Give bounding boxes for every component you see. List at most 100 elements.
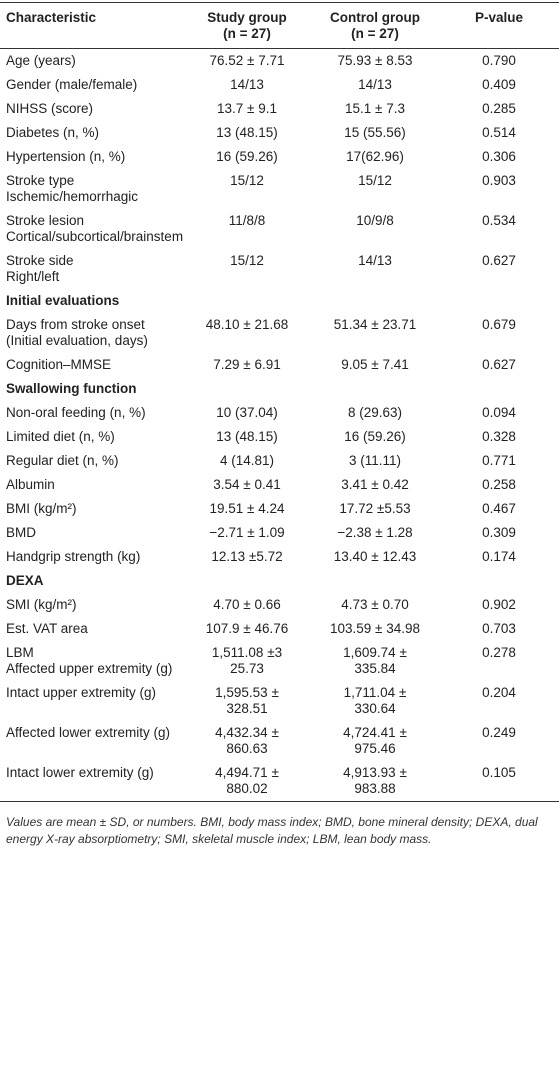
cell: 4,494.71 ± 880.02 <box>215 765 279 796</box>
cell: 15.1 ± 7.3 <box>345 101 405 116</box>
row-label: Cognition–MMSE <box>6 357 112 372</box>
cell: 16 (59.26) <box>216 149 278 164</box>
cell: 48.10 ± 21.68 <box>205 317 289 332</box>
row-label: Non-oral feeding (n, %) <box>6 405 146 420</box>
header-cell: Characteristic <box>0 3 183 49</box>
cell: 4,432.34 ± 860.63 <box>215 725 279 756</box>
header-n: (n = 27) <box>223 26 271 41</box>
header-text: Study group <box>207 10 287 25</box>
cell: 14/13 <box>358 77 392 92</box>
cell: 51.34 ± 23.71 <box>333 317 417 332</box>
section-row: Swallowing function <box>0 377 559 401</box>
cell: 1,511.08 ±3 25.73 <box>211 645 283 676</box>
table-header: Characteristic Study group (n = 27) Contr… <box>0 2 559 49</box>
cell: 103.59 ± 34.98 <box>330 621 420 636</box>
cell: 75.93 ± 8.53 <box>337 53 413 68</box>
row-label: Est. VAT area <box>6 621 88 636</box>
data-row: Stroke side Right/left 15/12 14/13 0.627 <box>0 249 559 289</box>
cell: 0.258 <box>482 477 516 492</box>
section-title: Initial evaluations <box>6 293 120 308</box>
cell: 3 (11.11) <box>348 453 402 468</box>
cell: 0.627 <box>482 253 516 268</box>
data-row: Non-oral feeding (n, %) 10 (37.04) 8 (29.6… <box>0 401 559 425</box>
row-label: Handgrip strength (kg) <box>6 549 141 564</box>
cell: 3.54 ± 0.41 <box>213 477 281 492</box>
data-row: Limited diet (n, %) 13 (48.15) 16 (59.26) 0… <box>0 425 559 449</box>
cell: 0.627 <box>482 357 516 372</box>
row-label: Diabetes (n, %) <box>6 125 100 140</box>
cell: 4.73 ± 0.70 <box>341 597 409 612</box>
row-label: Limited diet (n, %) <box>6 429 115 444</box>
cell: 0.514 <box>482 125 516 140</box>
section-title: DEXA <box>6 573 44 588</box>
cell: 19.51 ± 4.24 <box>209 501 285 516</box>
cell: 0.328 <box>482 429 516 444</box>
row-label: BMI (kg/m²) <box>6 501 77 516</box>
row-label: Intact upper extremity (g) <box>6 685 157 700</box>
cell: 17(62.96) <box>346 149 404 164</box>
header-text: Control group <box>330 10 420 25</box>
data-row: Cognition–MMSE 7.29 ± 6.91 9.05 ± 7.41 0.62… <box>0 353 559 377</box>
cell: 0.204 <box>482 685 516 700</box>
data-row: Days from stroke onset (Initial evaluati… <box>0 313 559 353</box>
cell: −2.38 ± 1.28 <box>337 525 413 540</box>
cell: −2.71 ± 1.09 <box>209 525 285 540</box>
cell: 1,609.74 ± 335.84 <box>343 645 407 676</box>
row-label: NIHSS (score) <box>6 101 94 116</box>
row-label: Regular diet (n, %) <box>6 453 119 468</box>
data-row: Intact upper extremity (g) 1,595.53 ± 328… <box>0 681 559 721</box>
row-label: Stroke type Ischemic/hemorrhagic <box>6 173 139 204</box>
cell: 0.105 <box>482 765 516 780</box>
data-row: Albumin 3.54 ± 0.41 3.41 ± 0.42 0.258 <box>0 473 559 497</box>
cell: 76.52 ± 7.71 <box>209 53 285 68</box>
header-row: Characteristic Study group (n = 27) Contr… <box>0 2 559 49</box>
data-row: Regular diet (n, %) 4 (14.81) 3 (11.11) 0.7… <box>0 449 559 473</box>
cell: 13 (48.15) <box>216 125 278 140</box>
data-row: Stroke lesion Cortical/subcortical/brain… <box>0 209 559 249</box>
cell: 9.05 ± 7.41 <box>341 357 409 372</box>
data-row: Diabetes (n, %) 13 (48.15) 15 (55.56) 0.514 <box>0 121 559 145</box>
cell: 0.902 <box>482 597 516 612</box>
header-text: P-value <box>474 10 524 25</box>
cell: 0.703 <box>482 621 516 636</box>
data-row: SMI (kg/m²) 4.70 ± 0.66 4.73 ± 0.70 0.902 <box>0 593 559 617</box>
row-label: Albumin <box>6 477 55 492</box>
data-row: BMI (kg/m²) 19.51 ± 4.24 17.72 ±5.53 0.467 <box>0 497 559 521</box>
cell: 15/12 <box>230 173 264 188</box>
data-row: NIHSS (score) 13.7 ± 9.1 15.1 ± 7.3 0.285 <box>0 97 559 121</box>
data-table: Characteristic Study group (n = 27) Contr… <box>0 2 559 802</box>
cell: 4 (14.81) <box>219 453 275 468</box>
cell: 14/13 <box>358 253 392 268</box>
row-label: Stroke lesion Cortical/subcortical/brain… <box>6 213 184 244</box>
row-label: Affected lower extremity (g) <box>6 725 171 740</box>
cell: 0.467 <box>482 501 516 516</box>
section-title: Swallowing function <box>6 381 137 396</box>
cell: 0.309 <box>482 525 516 540</box>
header-n: (n = 27) <box>351 26 399 41</box>
cell: 107.9 ± 46.76 <box>205 621 289 636</box>
cell: 0.790 <box>482 53 516 68</box>
cell: 0.679 <box>482 317 516 332</box>
footnote: Values are mean ± SD, or numbers. BMI, b… <box>6 815 538 846</box>
row-label: Intact lower extremity (g) <box>6 765 154 780</box>
cell: 13.40 ± 12.43 <box>333 549 417 564</box>
cell: 15/12 <box>358 173 392 188</box>
cell: 13.7 ± 9.1 <box>217 101 277 116</box>
header-cell: Control group (n = 27) <box>311 3 439 49</box>
cell: 0.771 <box>482 453 516 468</box>
cell: 0.409 <box>482 77 516 92</box>
header-text: Characteristic <box>6 10 97 25</box>
data-row: Age (years) 76.52 ± 7.71 75.93 ± 8.53 0.790 <box>0 49 559 74</box>
data-row: Affected lower extremity (g) 4,432.34 ± 8… <box>0 721 559 761</box>
data-row: Gender (male/female) 14/13 14/13 0.409 <box>0 73 559 97</box>
row-label: Stroke side Right/left <box>6 253 74 284</box>
cell: 0.174 <box>482 549 516 564</box>
data-row: BMD −2.71 ± 1.09 −2.38 ± 1.28 0.309 <box>0 521 559 545</box>
cell: 7.29 ± 6.91 <box>213 357 281 372</box>
row-label: Gender (male/female) <box>6 77 138 92</box>
cell: 0.285 <box>482 101 516 116</box>
cell: 4.70 ± 0.66 <box>213 597 281 612</box>
data-row: LBM Affected upper extremity (g) 1,511.08… <box>0 641 559 681</box>
data-row: Stroke type Ischemic/hemorrhagic 15/12 15/… <box>0 169 559 209</box>
